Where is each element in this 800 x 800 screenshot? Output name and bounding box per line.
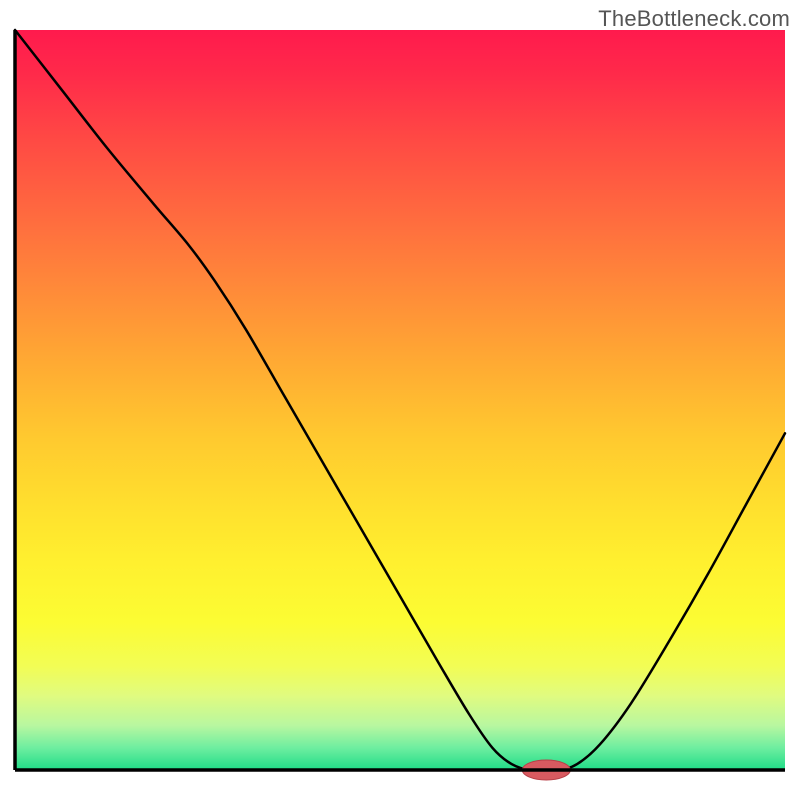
bottleneck-chart [0,0,800,800]
watermark-label: TheBottleneck.com [598,6,790,32]
plot-background [15,30,785,770]
chart-container: TheBottleneck.com [0,0,800,800]
